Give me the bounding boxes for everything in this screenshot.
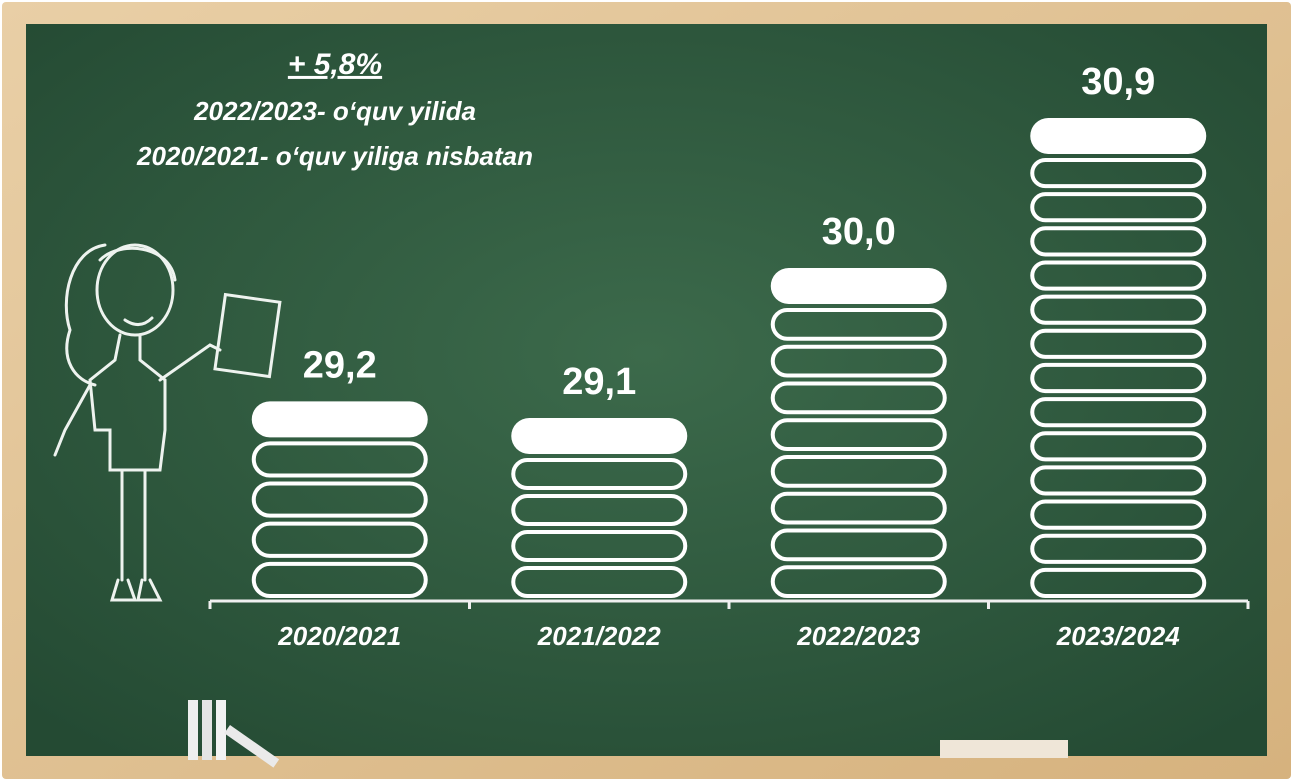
value-label: 30,0 [822, 211, 896, 253]
x-tick-label: 2022/2023 [796, 621, 920, 651]
value-label: 29,2 [303, 344, 377, 386]
value-label: 30,9 [1081, 61, 1155, 103]
page: + 5,8% 2022/2023- o‘quv yilida 2020/2021… [0, 0, 1293, 781]
bar-cap [252, 401, 428, 437]
subtitle-line: 2020/2021- o‘quv yiliga nisbatan [136, 141, 533, 171]
subtitle-line: 2022/2023- o‘quv yilida [193, 96, 476, 126]
bar-cap [1030, 118, 1206, 154]
x-tick-label: 2021/2022 [537, 621, 661, 651]
bar-cap [771, 268, 947, 304]
x-tick-label: 2020/2021 [277, 621, 401, 651]
x-tick-label: 2023/2024 [1056, 621, 1180, 651]
chart: + 5,8% 2022/2023- o‘quv yilida 2020/2021… [0, 0, 1293, 781]
headline: + 5,8% [288, 48, 382, 81]
bar-cap [511, 418, 687, 454]
value-label: 29,1 [562, 361, 636, 403]
